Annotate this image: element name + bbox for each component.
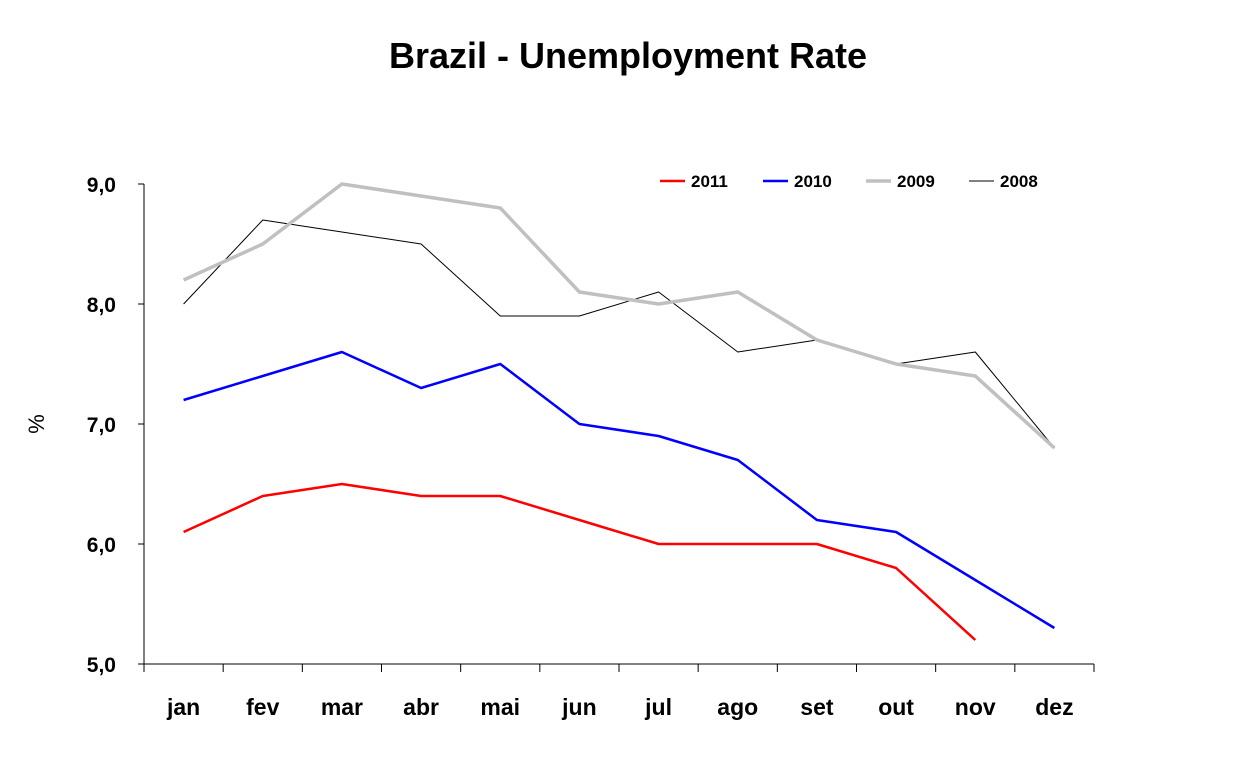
legend-item-2011: 2011 xyxy=(660,172,728,191)
legend: 2011 2010 2009 2008 xyxy=(660,172,1038,191)
chart-title: Brazil - Unemployment Rate xyxy=(389,35,867,76)
series-line-2011 xyxy=(183,482,977,641)
legend-item-2010: 2010 xyxy=(763,172,832,191)
x-tick-label: ago xyxy=(717,694,758,720)
legend-item-2008: 2008 xyxy=(969,172,1038,191)
x-tick-label: mai xyxy=(480,694,520,720)
x-tick-labels: jan fev mar abr mai jun jul ago set out nov dez xyxy=(166,694,1074,720)
legend-label: 2011 xyxy=(691,172,728,191)
x-tick-label: abr xyxy=(403,694,439,720)
y-tick-label: 6,0 xyxy=(87,534,116,557)
x-tick-label: jan xyxy=(166,694,200,720)
axes xyxy=(138,183,1095,672)
x-tick-label: mar xyxy=(321,694,363,720)
y-tick-labels: 5,0 6,0 7,0 8,0 9,0 xyxy=(87,174,116,677)
y-axis-label: % xyxy=(24,414,49,434)
x-tick-label: set xyxy=(800,694,834,720)
x-tick-label: out xyxy=(878,694,914,720)
legend-label: 2010 xyxy=(794,172,832,191)
x-tick-label: fev xyxy=(246,694,279,720)
y-tick-label: 5,0 xyxy=(87,654,116,677)
series-lines xyxy=(182,182,1056,641)
y-tick-label: 9,0 xyxy=(87,174,116,197)
legend-item-2009: 2009 xyxy=(866,172,935,191)
y-tick-label: 8,0 xyxy=(87,294,116,317)
x-tick-label: jun xyxy=(561,694,597,720)
series-line-2008 xyxy=(183,219,1055,449)
x-tick-label: dez xyxy=(1035,694,1073,720)
series-line-2009 xyxy=(182,182,1056,450)
legend-label: 2009 xyxy=(897,172,935,191)
legend-label: 2008 xyxy=(1000,172,1038,191)
y-tick-label: 7,0 xyxy=(87,414,116,437)
series-line-2010 xyxy=(183,350,1056,630)
x-tick-label: nov xyxy=(955,694,996,720)
x-tick-label: jul xyxy=(644,694,672,720)
